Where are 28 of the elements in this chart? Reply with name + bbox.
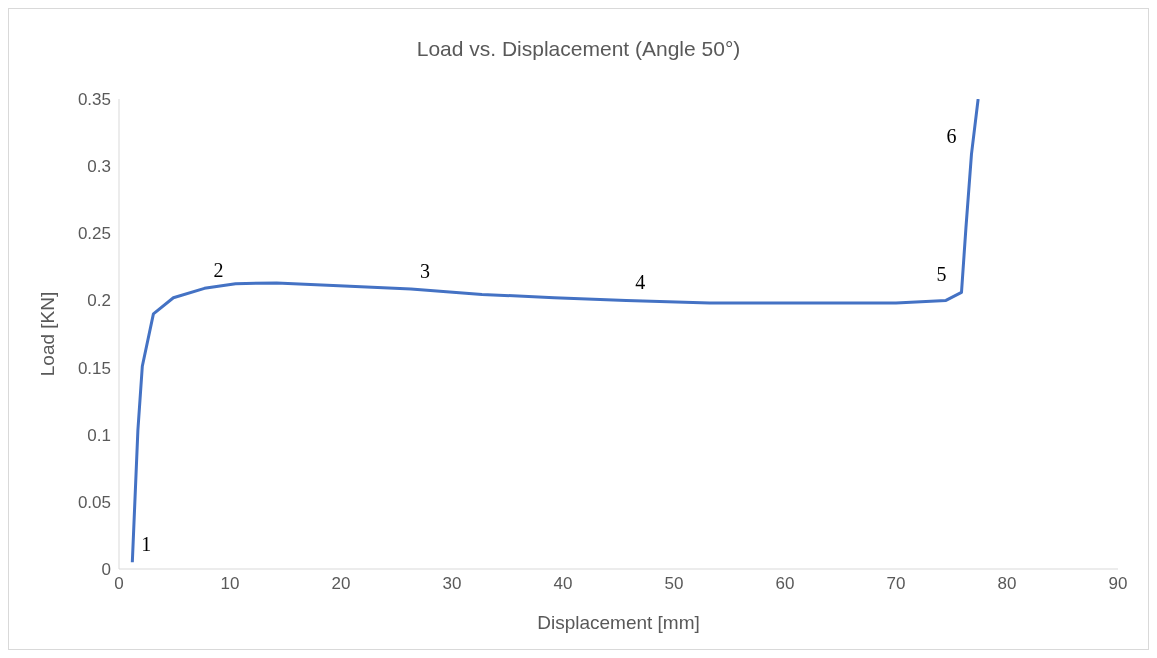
annotation: 2 — [213, 258, 224, 281]
y-tick-label: 0.3 — [87, 157, 111, 177]
annotation: 5 — [936, 262, 947, 285]
y-tick-label: 0.05 — [77, 492, 111, 512]
x-tick-label: 60 — [775, 574, 795, 594]
x-tick-label: 0 — [114, 574, 124, 594]
x-tick-label: 90 — [1108, 574, 1128, 594]
annotation: 1 — [141, 532, 152, 555]
annotation: 6 — [946, 124, 957, 147]
x-tick-label: 30 — [442, 574, 462, 594]
y-tick-label: 0.1 — [87, 425, 111, 445]
x-tick-label: 40 — [553, 574, 573, 594]
chart-title: Load vs. Displacement (Angle 50°) — [415, 36, 742, 62]
y-tick-label: 0.25 — [77, 224, 111, 244]
y-tick-label: 0.2 — [87, 291, 111, 311]
x-tick-label: 50 — [664, 574, 684, 594]
annotation: 4 — [635, 271, 646, 294]
x-tick-label: 20 — [331, 574, 351, 594]
y-tick-label: 0 — [101, 560, 111, 580]
y-axis-title: Load [KN] — [36, 291, 58, 377]
annotation: 3 — [419, 259, 430, 282]
y-tick-label: 0.35 — [77, 90, 111, 110]
x-tick-label: 80 — [997, 574, 1017, 594]
line-series — [130, 99, 980, 564]
x-tick-label: 10 — [220, 574, 240, 594]
x-axis-title: Displacement [mm] — [537, 612, 700, 633]
y-tick-label: 0.15 — [77, 358, 111, 378]
x-tick-label: 70 — [886, 574, 906, 594]
